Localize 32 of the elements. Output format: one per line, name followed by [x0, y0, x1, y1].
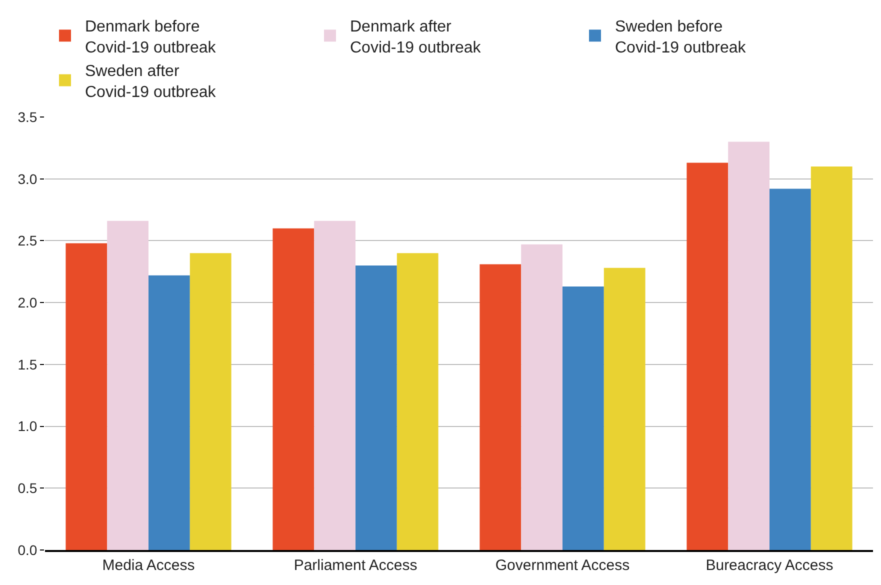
bar — [272, 228, 314, 550]
bar — [562, 286, 604, 550]
y-tick-label: 2.5 — [18, 232, 38, 249]
y-tick-label: 3.5 — [18, 108, 38, 125]
bar — [480, 264, 522, 550]
bar — [728, 142, 770, 550]
bar — [686, 162, 728, 550]
bar — [66, 243, 108, 550]
bar — [521, 244, 562, 550]
legend-label: Denmark before Covid-19 outbreak — [85, 18, 217, 56]
bar — [396, 253, 438, 550]
bar — [770, 188, 811, 550]
bar — [107, 220, 148, 550]
y-tick-label: 0.5 — [18, 480, 38, 496]
y-tick-label: 1.5 — [18, 356, 38, 372]
y-tick-label: 2.0 — [18, 294, 38, 310]
x-tick-label: Bureacracy Access — [706, 557, 834, 574]
bar — [190, 253, 232, 550]
legend-label: Sweden after Covid-19 outbreak — [85, 63, 217, 101]
bar — [810, 166, 852, 550]
legend-label: Denmark after Covid-19 outbreak — [350, 18, 482, 56]
bar — [356, 265, 397, 550]
y-tick-label: 3.0 — [18, 170, 38, 187]
bar — [604, 268, 646, 550]
legend-label: Sweden before Covid-19 outbreak — [615, 18, 747, 56]
y-tick-label: 1.0 — [18, 418, 38, 434]
y-tick-label: 0.0 — [18, 542, 38, 558]
x-tick-label: Media Access — [102, 557, 195, 574]
bar — [148, 275, 190, 550]
bar — [314, 220, 356, 550]
x-tick-label: Parliament Access — [294, 557, 418, 574]
x-tick-label: Government Access — [495, 557, 630, 574]
